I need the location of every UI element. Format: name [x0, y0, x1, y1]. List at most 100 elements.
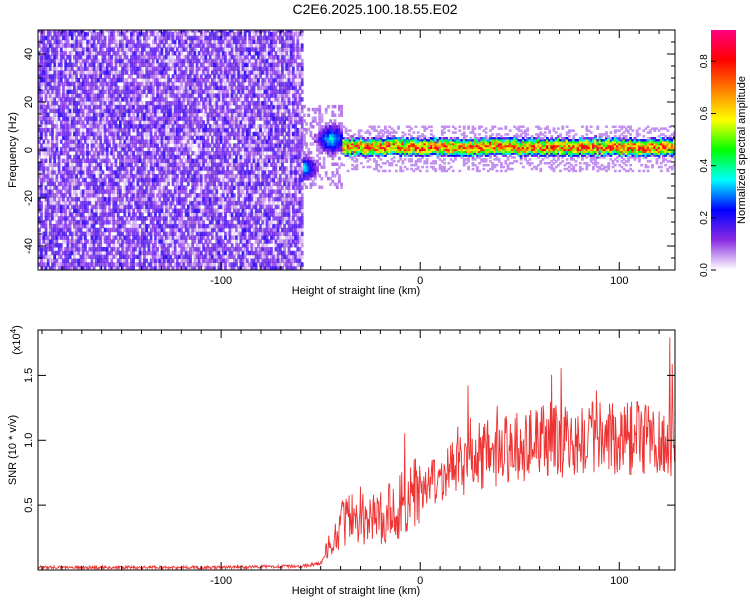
spectrogram-cell — [90, 131, 94, 137]
spectrogram-cell — [62, 247, 65, 252]
spectrogram-cell — [200, 208, 203, 213]
spectrogram-cell — [186, 85, 190, 91]
spectrogram-cell — [186, 193, 190, 198]
spectrogram-cell — [180, 204, 184, 210]
spectrogram-cell — [235, 216, 238, 221]
spectrogram-cell — [57, 35, 61, 41]
spectrogram-cell — [156, 120, 159, 125]
spectrogram-cell — [75, 89, 78, 94]
spectrogram-cell — [228, 120, 232, 125]
spectrogram-cell — [38, 151, 41, 156]
spectrogram-cell — [138, 104, 142, 110]
spectrogram-cell — [176, 127, 179, 133]
spectrogram-cell — [112, 51, 116, 56]
spectrogram-cell — [79, 174, 83, 179]
spectrogram-cell — [143, 177, 146, 183]
spectrogram-cell — [182, 185, 186, 190]
spectrogram-cell — [178, 124, 181, 129]
spectrogram-cell — [219, 181, 223, 187]
spectrogram-cell — [215, 231, 219, 236]
spectrogram-cell — [200, 108, 203, 114]
spectrogram-cell — [154, 135, 157, 140]
spectrogram-cell — [171, 181, 175, 187]
spectrogram-cell — [130, 55, 133, 60]
spectrogram-cell — [79, 93, 83, 98]
spectrogram-cell — [180, 235, 184, 240]
spectrogram-cell — [103, 174, 107, 179]
spectrogram-cell — [79, 243, 83, 248]
spectrogram-cell — [97, 35, 100, 41]
spectrogram-cell — [38, 89, 41, 94]
spectrogram-cell — [44, 151, 48, 156]
spectrogram-cell — [195, 66, 199, 71]
spectrogram-cell — [88, 112, 92, 117]
spectrogram-cell — [151, 108, 155, 114]
spectrogram-cell — [127, 147, 131, 152]
spectrogram-cell — [193, 116, 197, 121]
spectrogram-cell — [116, 131, 120, 137]
spectrogram-cell — [182, 55, 186, 60]
spectrogram-cell — [55, 204, 59, 210]
spectrogram-cell — [191, 127, 195, 133]
spectrogram-cell — [228, 93, 232, 98]
spectrogram-cell — [97, 177, 100, 183]
spectrogram-cell — [75, 239, 78, 244]
spectrogram-cell — [73, 170, 76, 175]
spectrogram-cell — [105, 55, 109, 60]
spectrogram-cell — [224, 55, 227, 60]
spectrogram-cell — [132, 70, 135, 75]
spectrogram-cell — [75, 189, 78, 194]
spectrogram-cell — [38, 262, 41, 267]
spectrogram-cell — [40, 31, 43, 37]
spectrogram-cell — [204, 158, 208, 163]
spectrogram-cell — [108, 162, 111, 167]
spectrogram-cell — [48, 212, 52, 217]
spectrogram-cell — [64, 78, 68, 83]
spectrogram-cell — [108, 254, 111, 259]
spectrogram-cell — [195, 89, 199, 94]
spectrogram-cell — [162, 266, 166, 270]
spectrogram-cell — [44, 131, 48, 137]
spectrogram-cell — [46, 243, 50, 248]
spectrogram-cell — [59, 116, 63, 121]
spectrogram-cell — [211, 247, 214, 252]
spectrogram-cell — [178, 177, 181, 183]
spectrogram-cell — [75, 266, 78, 270]
spectrogram-cell — [189, 124, 192, 129]
spectrogram-cell — [169, 43, 173, 48]
spectrogram-cell — [200, 177, 203, 183]
spectrogram-cell — [230, 197, 234, 202]
spectrogram-cell — [108, 174, 111, 179]
spectrogram-cell — [97, 151, 100, 156]
spectrogram-cell — [73, 262, 76, 267]
spectrogram-cell — [123, 139, 127, 144]
spectrogram-cell — [158, 30, 162, 33]
spectrogram-cell — [75, 112, 78, 117]
spectrogram-cell — [123, 47, 127, 52]
spectrogram-cell — [84, 135, 87, 140]
spectrogram-cell — [86, 74, 89, 79]
spectrogram-cell — [151, 39, 155, 44]
spectrogram-cell — [219, 185, 223, 190]
spectrogram-cell — [193, 266, 197, 270]
spectrogram-cell — [75, 70, 78, 75]
spectrogram-cell — [143, 85, 146, 91]
spectrogram-cell — [99, 31, 103, 37]
spectrogram-cell — [42, 220, 46, 225]
spectrogram-cell — [145, 116, 149, 121]
spectrogram-cell — [125, 78, 129, 83]
spectrogram-cell — [213, 85, 216, 91]
spectrogram-cell — [151, 247, 155, 252]
spectrogram-cell — [110, 108, 114, 114]
spectrogram-cell — [178, 58, 181, 64]
spectrogram-cell — [184, 55, 188, 60]
spectrogram-cell — [119, 154, 122, 160]
spectrogram-cell — [232, 235, 236, 240]
spectrogram-cell — [132, 139, 135, 144]
spectrogram-cell — [154, 81, 157, 87]
spectrogram-cell — [108, 51, 111, 56]
spectrogram-cell — [119, 135, 122, 140]
spectrogram-cell — [173, 266, 177, 270]
spectrogram-cell — [138, 58, 142, 64]
spectrogram-cell — [191, 170, 195, 175]
